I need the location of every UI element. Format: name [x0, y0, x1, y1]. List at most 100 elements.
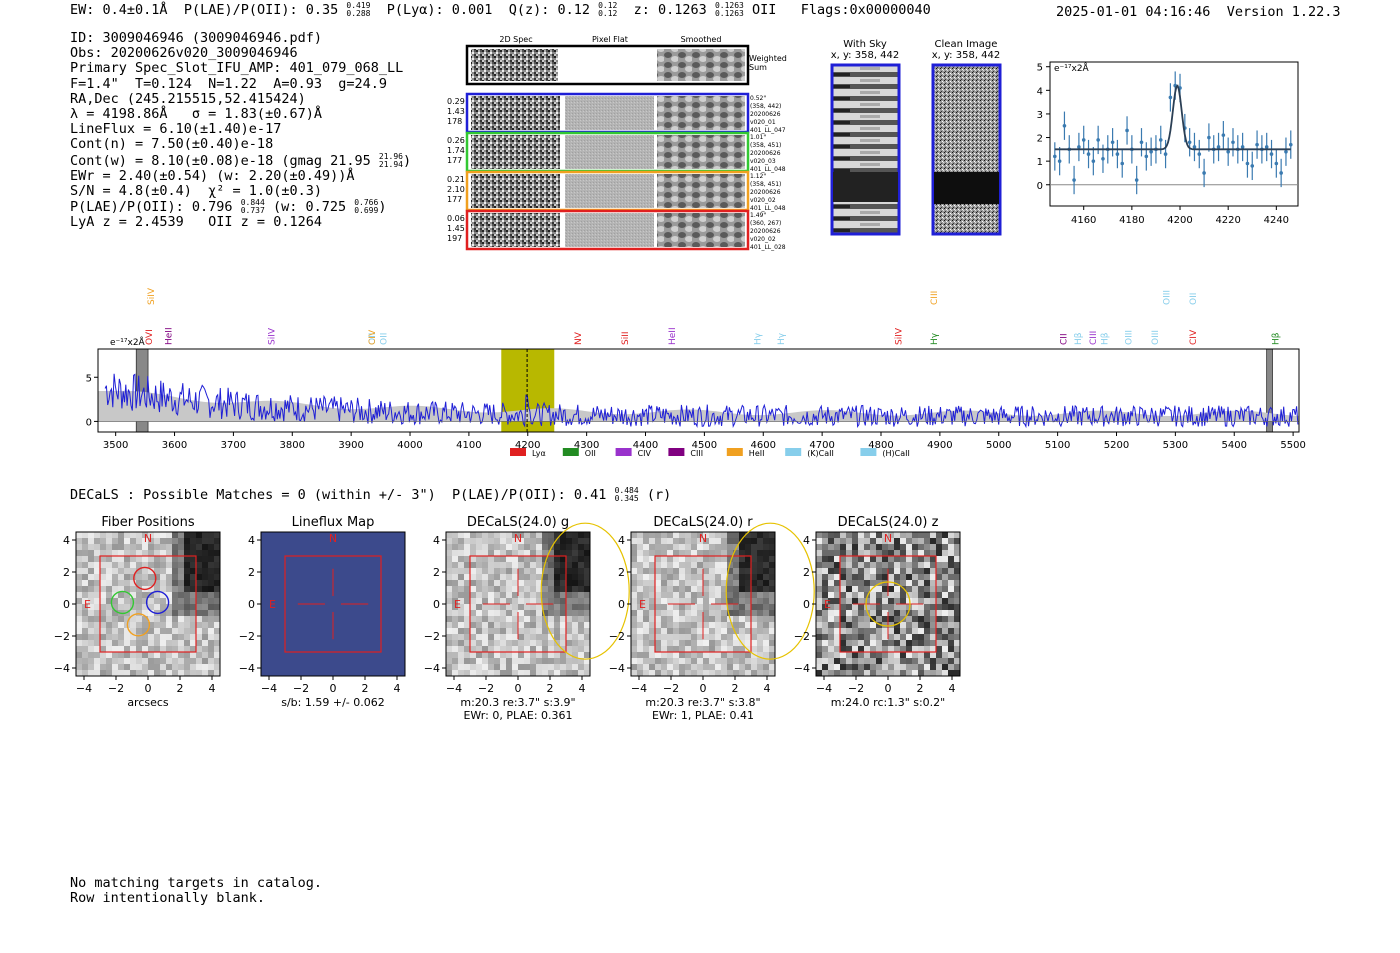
pixel [518, 550, 525, 557]
pixel [727, 544, 734, 551]
panel-xtick-label: 4 [394, 682, 401, 695]
pixel [679, 670, 686, 677]
pixel [548, 610, 555, 617]
zoom-point [1077, 145, 1081, 149]
pixel [715, 532, 722, 539]
info-fwhm: F=1.4" T=0.124 N=1.22 A=0.93 g=24.9 [70, 75, 387, 92]
clean-xy: x, y: 358, 442 [932, 50, 1001, 61]
pixel [709, 670, 716, 677]
pixel [184, 646, 191, 653]
pixel [160, 610, 167, 617]
pixel [954, 604, 961, 611]
pixel [685, 586, 692, 593]
pixel [88, 610, 95, 617]
pixel [530, 592, 537, 599]
pixel [82, 538, 89, 545]
pixel [542, 568, 549, 575]
pixel [930, 538, 937, 545]
pixel [572, 580, 579, 587]
pixel [942, 640, 949, 647]
pixel [202, 532, 209, 539]
pixel [500, 562, 507, 569]
pixel [136, 580, 143, 587]
pixel [697, 580, 704, 587]
pixel [160, 532, 167, 539]
pixel [912, 568, 919, 575]
pixel [906, 616, 913, 623]
pixel [954, 640, 961, 647]
full-xtick-label: 4200 [515, 440, 540, 451]
pixel [452, 550, 459, 557]
pixel [464, 664, 471, 671]
pixel [506, 658, 513, 665]
pixel [76, 616, 83, 623]
pixel [858, 664, 865, 671]
pixel [900, 544, 907, 551]
zoom-point [1168, 95, 1173, 100]
pixel [166, 544, 173, 551]
pixel [208, 622, 215, 629]
pixel [864, 538, 871, 545]
pixel [864, 568, 871, 575]
pixel [655, 562, 662, 569]
pixel [148, 610, 155, 617]
pixel [709, 574, 716, 581]
pixel [846, 622, 853, 629]
pixel [178, 610, 185, 617]
pixel [88, 622, 95, 629]
pixel [500, 568, 507, 575]
pixel [458, 604, 465, 611]
pixel [637, 562, 644, 569]
pixel [727, 664, 734, 671]
pixel [715, 634, 722, 641]
pixel [154, 670, 161, 677]
pixel [888, 622, 895, 629]
line-label: SiIV [268, 327, 278, 345]
pixel [685, 592, 692, 599]
pixel [727, 532, 734, 539]
pixel [184, 634, 191, 641]
cutout-row-stat: 178 [447, 117, 462, 126]
pixel [578, 646, 585, 653]
pixel [906, 640, 913, 647]
pixel [745, 622, 752, 629]
legend-swatch [615, 448, 632, 456]
pixel [518, 598, 525, 605]
pixel [482, 568, 489, 575]
pixel [852, 652, 859, 659]
pixel [661, 670, 668, 677]
pixel [572, 568, 579, 575]
pixel [637, 556, 644, 563]
pixel [924, 628, 931, 635]
pixel [560, 568, 567, 575]
pixel [160, 556, 167, 563]
pixel [822, 556, 829, 563]
pixel [673, 610, 680, 617]
pixel [82, 616, 89, 623]
pixel [184, 568, 191, 575]
pixel [924, 532, 931, 539]
pixel [506, 568, 513, 575]
pixel [942, 622, 949, 629]
pixel [94, 544, 101, 551]
pixel [840, 574, 847, 581]
pixel [100, 538, 107, 545]
pixel [721, 664, 728, 671]
pixel [655, 592, 662, 599]
pixel [506, 574, 513, 581]
col-label-2dspec: 2D Spec [499, 35, 532, 44]
pixel [476, 598, 483, 605]
pixel [82, 592, 89, 599]
qz-value: Q(z): 0.12 [508, 2, 590, 18]
pixel [739, 568, 746, 575]
pixel [530, 538, 537, 545]
pixel [196, 586, 203, 593]
pixel [160, 538, 167, 545]
pixel [679, 550, 686, 557]
pixel [667, 646, 674, 653]
pixel [446, 652, 453, 659]
pixel [870, 646, 877, 653]
pixel [697, 592, 704, 599]
pixel [500, 616, 507, 623]
pixel [112, 610, 119, 617]
